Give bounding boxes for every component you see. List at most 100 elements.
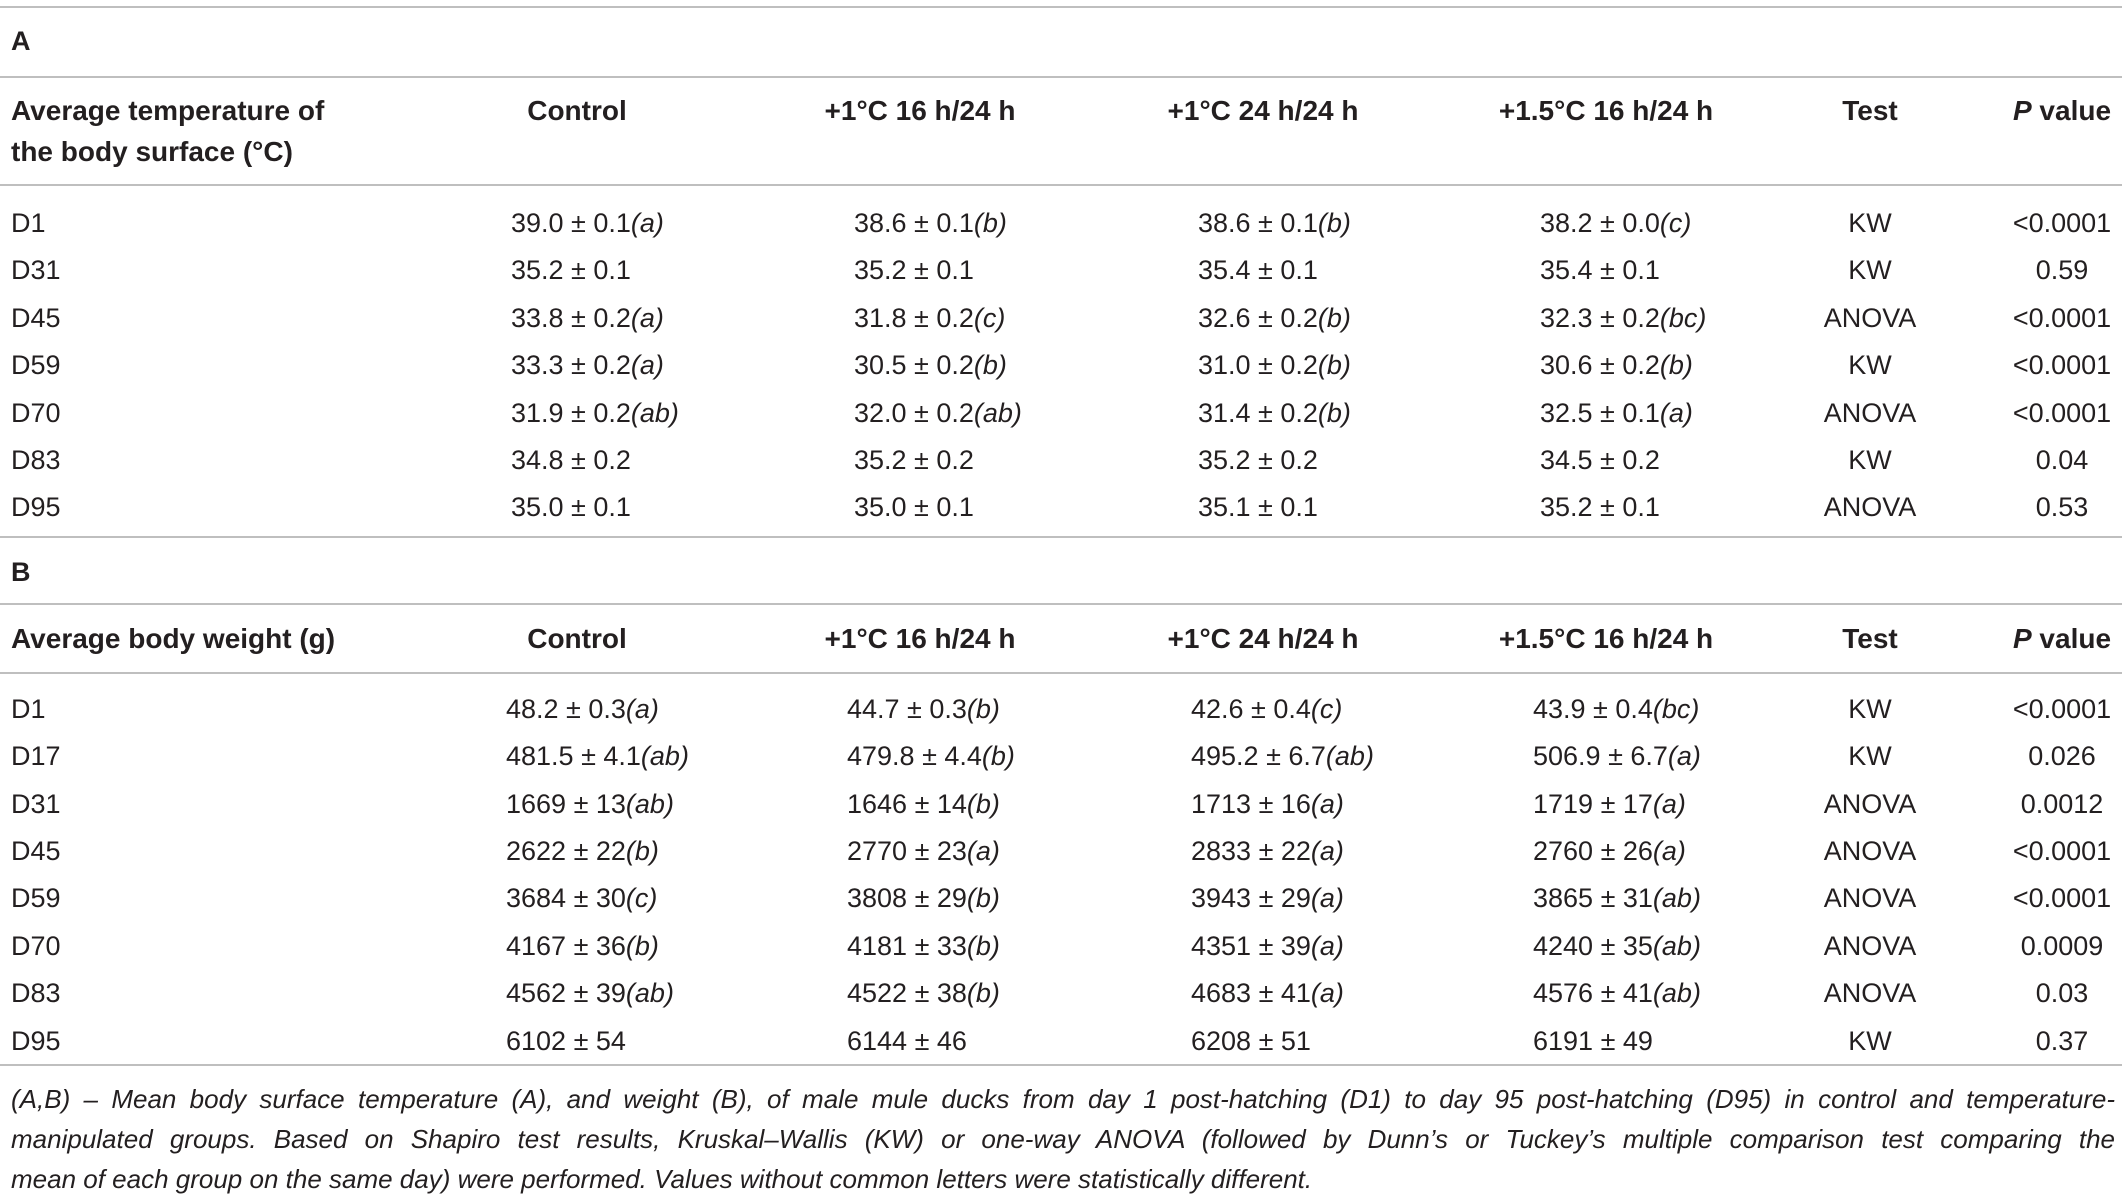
significance-letters: (b): [1317, 302, 1351, 333]
column-header-plus-1c-24h: +1°C 24 h/24 h: [1167, 623, 1359, 654]
row-day-label: D95: [11, 1025, 61, 1056]
p-value: 0.59: [2035, 255, 2089, 286]
mean-sd-value: 30.5 ± 0.2: [854, 350, 974, 381]
significance-letters: (b): [1317, 208, 1351, 238]
significance-letters: (ab): [1652, 978, 1701, 1009]
mean-sd-value: 32.6 ± 0.2: [1198, 302, 1318, 333]
significance-letters: (c): [1659, 208, 1692, 238]
significance-letters: (a): [1652, 836, 1686, 867]
cell-plus-1c-24h: 35.1 ± 0.1: [1198, 489, 1318, 525]
caption-line: (A,B) – Mean body surface temperature (A…: [11, 1084, 2115, 1114]
mean-sd-value: 35.2 ± 0.1: [511, 255, 631, 286]
column-header-control: Control: [527, 95, 627, 126]
p-value: <0.0001: [2012, 836, 2112, 867]
cell-control: 6102 ± 54: [506, 1023, 626, 1059]
significance-letters: (ab): [973, 397, 1022, 428]
mean-sd-value: 35.4 ± 0.1: [1198, 255, 1318, 286]
mean-sd-value: 30.6 ± 0.2: [1540, 350, 1660, 381]
mean-sd-value: 4562 ± 39: [506, 978, 626, 1009]
cell-control: 35.2 ± 0.1: [511, 252, 631, 288]
row-day-label: D59: [11, 883, 61, 914]
mean-sd-value: 6191 ± 49: [1533, 1025, 1653, 1056]
cell-plus-1c-24h: 1713 ± 16(a): [1191, 786, 1344, 822]
table-row: D83 34.8 ± 0.2 35.2 ± 0.2 35.2 ± 0.2 34.5 ± …: [0, 442, 2122, 478]
table-rule: [0, 536, 2122, 538]
cell-plus-1c-24h: 495.2 ± 6.7(ab): [1191, 738, 1374, 774]
mean-sd-value: 3808 ± 29: [847, 883, 967, 914]
p-value: 0.37: [2035, 1025, 2089, 1056]
cell-plus-1-5c-16h: 32.5 ± 0.1(a): [1540, 395, 1693, 431]
cell-plus-1c-24h: 35.2 ± 0.2: [1198, 442, 1318, 478]
table-row: D31 35.2 ± 0.1 35.2 ± 0.1 35.4 ± 0.1 35.4 ± …: [0, 252, 2122, 288]
mean-sd-value: 38.2 ± 0.0: [1540, 208, 1660, 238]
mean-sd-value: 6208 ± 51: [1191, 1025, 1311, 1056]
cell-plus-1c-24h: 42.6 ± 0.4(c): [1191, 691, 1342, 727]
table-row: D59 3684 ± 30(c) 3808 ± 29(b) 3943 ± 29(a) 3…: [0, 880, 2122, 916]
cell-plus-1-5c-16h: 506.9 ± 6.7(a): [1533, 738, 1701, 774]
test-name: ANOVA: [1823, 397, 1917, 428]
mean-sd-value: 32.0 ± 0.2: [854, 397, 974, 428]
row-day-label: D59: [11, 350, 61, 381]
test-name: KW: [1848, 1025, 1892, 1056]
significance-letters: (ab): [1652, 883, 1701, 914]
mean-sd-value: 35.2 ± 0.1: [854, 255, 974, 286]
table-row: D95 35.0 ± 0.1 35.0 ± 0.1 35.1 ± 0.1 35.2 ± …: [0, 489, 2122, 525]
mean-sd-value: 32.5 ± 0.1: [1540, 397, 1660, 428]
column-header-test: Test: [1842, 95, 1898, 126]
table-row: D70 4167 ± 36(b) 4181 ± 33(b) 4351 ± 39(a) 4…: [0, 928, 2122, 964]
table-row: D83 4562 ± 39(ab) 4522 ± 38(b) 4683 ± 41(a)…: [0, 975, 2122, 1011]
cell-plus-1-5c-16h: 38.2 ± 0.0(c): [1540, 205, 1691, 241]
mean-sd-value: 479.8 ± 4.4: [847, 741, 982, 772]
table-rule: [0, 6, 2122, 8]
p-value: 0.0012: [2020, 788, 2104, 819]
table-rule: [0, 76, 2122, 78]
mean-sd-value: 35.0 ± 0.1: [854, 492, 974, 523]
significance-letters: (c): [973, 302, 1006, 333]
significance-letters: (bc): [1652, 694, 1700, 724]
column-header-plus-1-5c-16h: +1.5°C 16 h/24 h: [1498, 95, 1714, 126]
table-rule: [0, 1064, 2122, 1066]
mean-sd-value: 3684 ± 30: [506, 883, 626, 914]
p-value: 0.0009: [2020, 930, 2104, 961]
mean-sd-value: 33.3 ± 0.2: [511, 350, 631, 381]
p-value: <0.0001: [2012, 397, 2112, 428]
table-row: D31 1669 ± 13(ab) 1646 ± 14(b) 1713 ± 16(a)…: [0, 786, 2122, 822]
mean-sd-value: 481.5 ± 4.1: [506, 741, 641, 772]
row-day-label: D45: [11, 302, 61, 333]
mean-sd-value: 3943 ± 29: [1191, 883, 1311, 914]
table-row: D70 31.9 ± 0.2(ab) 32.0 ± 0.2(ab) 31.4 ± 0.…: [0, 395, 2122, 431]
cell-plus-1c-16h: 35.2 ± 0.2: [854, 442, 974, 478]
mean-sd-value: 4522 ± 38: [847, 978, 967, 1009]
column-header-plus-1c-24h: +1°C 24 h/24 h: [1167, 95, 1359, 126]
mean-sd-value: 35.4 ± 0.1: [1540, 255, 1660, 286]
table-row: D17 481.5 ± 4.1(ab) 479.8 ± 4.4(b) 495.2 ± …: [0, 738, 2122, 774]
mean-sd-value: 1646 ± 14: [847, 788, 967, 819]
column-header-test: Test: [1842, 623, 1898, 654]
p-value: 0.03: [2035, 978, 2089, 1009]
cell-plus-1c-24h: 32.6 ± 0.2(b): [1198, 300, 1351, 336]
p-value: <0.0001: [2012, 302, 2112, 333]
table-row: D1 48.2 ± 0.3(a) 44.7 ± 0.3(b) 42.6 ± 0.4(c…: [0, 691, 2122, 727]
test-name: KW: [1848, 445, 1892, 475]
cell-control: 31.9 ± 0.2(ab): [511, 395, 679, 431]
row-header-label: Average body weight (g): [11, 623, 336, 654]
significance-letters: (ab): [625, 978, 674, 1009]
significance-letters: (a): [1659, 397, 1693, 428]
mean-sd-value: 4240 ± 35: [1533, 930, 1653, 961]
table-caption: (A,B) – Mean body surface temperature (A…: [11, 1079, 2115, 1199]
row-day-label: D31: [11, 788, 61, 819]
cell-plus-1-5c-16h: 4576 ± 41(ab): [1533, 975, 1701, 1011]
mean-sd-value: 31.4 ± 0.2: [1198, 397, 1318, 428]
row-day-label: D1: [11, 208, 46, 238]
mean-sd-value: 34.5 ± 0.2: [1540, 445, 1660, 475]
row-day-label: D83: [11, 445, 61, 475]
cell-plus-1-5c-16h: 35.4 ± 0.1: [1540, 252, 1660, 288]
table-row: D45 33.8 ± 0.2(a) 31.8 ± 0.2(c) 32.6 ± 0.2(…: [0, 300, 2122, 336]
significance-letters: (a): [1310, 883, 1344, 914]
mean-sd-value: 34.8 ± 0.2: [511, 445, 631, 475]
cell-plus-1-5c-16h: 43.9 ± 0.4(bc): [1533, 691, 1699, 727]
row-day-label: D45: [11, 836, 61, 867]
mean-sd-value: 1719 ± 17: [1533, 788, 1653, 819]
significance-letters: (a): [1310, 978, 1344, 1009]
